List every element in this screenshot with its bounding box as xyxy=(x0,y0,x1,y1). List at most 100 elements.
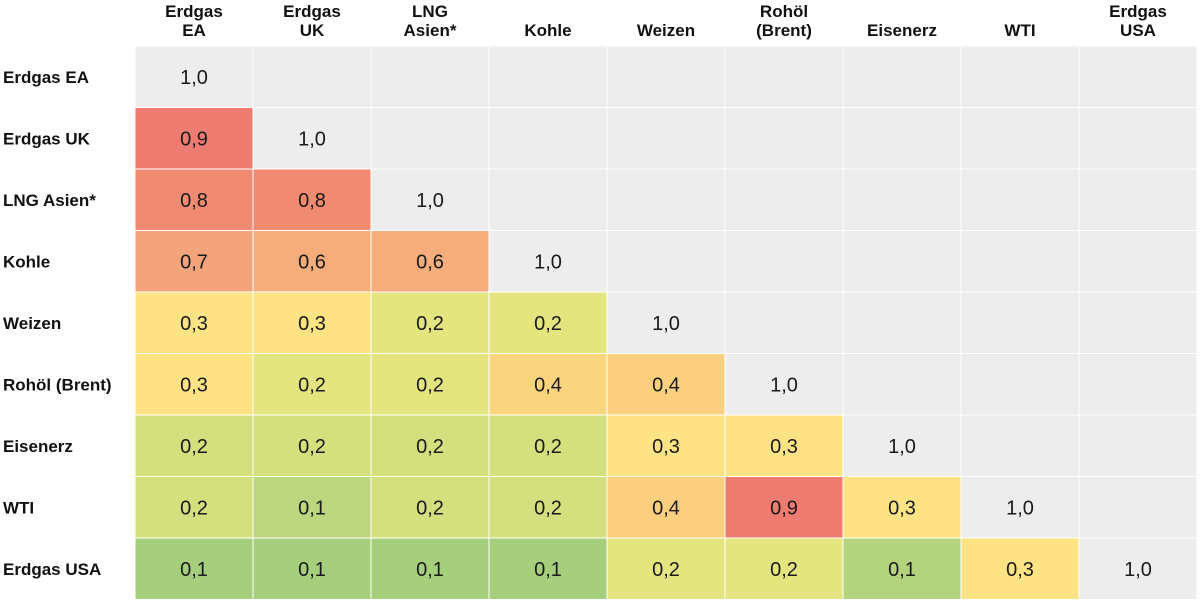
heatmap-cell xyxy=(843,169,961,230)
heatmap-cell xyxy=(961,169,1079,230)
cell-value-label: 0,9 xyxy=(770,497,798,519)
cell-value-label: 0,3 xyxy=(770,436,798,458)
heatmap-cell xyxy=(371,108,489,169)
column-label: Weizen xyxy=(637,21,695,40)
cell-value-label: 0,3 xyxy=(180,313,208,335)
row-label: LNG Asien* xyxy=(3,191,96,210)
heatmap-cell xyxy=(607,231,725,292)
cell-value-label: 1,0 xyxy=(416,190,444,212)
column-label: Erdgas EA xyxy=(165,2,223,40)
cell-value-label: 0,2 xyxy=(534,497,562,519)
heatmap-cell xyxy=(961,46,1079,107)
heatmap-cell xyxy=(843,46,961,107)
cell-value-label: 0,2 xyxy=(416,436,444,458)
heatmap-cell xyxy=(843,354,961,415)
heatmap-cell xyxy=(1079,354,1197,415)
heatmap-cell xyxy=(725,169,843,230)
heatmap-cell xyxy=(489,415,607,476)
cell-value-label: 0,2 xyxy=(298,436,326,458)
cell-value-label: 0,3 xyxy=(1006,559,1034,581)
cell-value-label: 0,1 xyxy=(298,497,326,519)
heatmap-cell xyxy=(607,538,725,599)
cell-value-label: 0,7 xyxy=(180,251,208,273)
heatmap-cell xyxy=(607,477,725,538)
row-label: Rohöl (Brent) xyxy=(3,375,112,394)
cell-value-label: 0,1 xyxy=(888,559,916,581)
heatmap-cell xyxy=(607,169,725,230)
column-label: Erdgas UK xyxy=(283,2,341,40)
heatmap-cell xyxy=(135,538,253,599)
column-label: LNG Asien* xyxy=(404,2,457,40)
heatmap-cell xyxy=(371,292,489,353)
cell-value-label: 0,1 xyxy=(416,559,444,581)
heatmap-cell xyxy=(961,477,1079,538)
heatmap-cell xyxy=(489,46,607,107)
cell-value-label: 0,2 xyxy=(416,313,444,335)
heatmap-cell xyxy=(135,292,253,353)
heatmap-cell xyxy=(725,108,843,169)
heatmap-cell xyxy=(607,108,725,169)
heatmap-cell xyxy=(1079,477,1197,538)
cell-value-label: 0,6 xyxy=(298,251,326,273)
heatmap-cell xyxy=(961,231,1079,292)
heatmap-cell xyxy=(253,538,371,599)
heatmap-cell xyxy=(607,415,725,476)
heatmap-cell xyxy=(253,292,371,353)
heatmap-cell xyxy=(489,292,607,353)
cell-value-label: 0,2 xyxy=(298,374,326,396)
cell-value-label: 0,2 xyxy=(770,559,798,581)
heatmap-cell xyxy=(607,354,725,415)
cell-value-label: 0,2 xyxy=(534,313,562,335)
cell-value-label: 1,0 xyxy=(180,67,208,89)
cell-value-label: 0,2 xyxy=(652,559,680,581)
heatmap-cell xyxy=(371,354,489,415)
row-label: Eisenerz xyxy=(3,437,73,456)
column-labels: Erdgas EA Erdgas UK LNG Asien* Kohle Weizen Rohö… xyxy=(165,2,1167,40)
cell-value-label: 1,0 xyxy=(534,251,562,273)
heatmap-cell xyxy=(371,477,489,538)
heatmap-cell xyxy=(489,231,607,292)
heatmap-cell xyxy=(725,231,843,292)
heatmap-cell xyxy=(253,354,371,415)
heatmap-cell xyxy=(135,108,253,169)
heatmap-cell xyxy=(253,231,371,292)
heatmap-cell xyxy=(725,415,843,476)
cell-value-label: 0,1 xyxy=(534,559,562,581)
column-label: WTI xyxy=(1004,21,1035,40)
heatmap-cell xyxy=(1079,292,1197,353)
cell-value-label: 1,0 xyxy=(298,128,326,150)
heatmap-cells: 1,0 0,9 1,0 0,8 0,8 1,0 0,7 0,6 0,6 1,0 0,3 0,3 0,2 0… xyxy=(135,46,1197,599)
cell-value-label: 0,2 xyxy=(534,436,562,458)
cell-value-label: 0,1 xyxy=(298,559,326,581)
cell-value-label: 0,3 xyxy=(180,374,208,396)
heatmap-cell xyxy=(1079,415,1197,476)
column-label: Rohöl (Brent) xyxy=(756,2,812,40)
heatmap-cell xyxy=(961,108,1079,169)
row-label: Erdgas USA xyxy=(3,560,101,579)
cell-value-label: 1,0 xyxy=(770,374,798,396)
cell-value-label: 1,0 xyxy=(888,436,916,458)
cell-value-label: 0,3 xyxy=(298,313,326,335)
heatmap-cell xyxy=(253,477,371,538)
heatmap-cell xyxy=(371,538,489,599)
heatmap-cell xyxy=(135,415,253,476)
cell-value-label: 0,3 xyxy=(888,497,916,519)
cell-value-label: 0,2 xyxy=(416,497,444,519)
row-label: Weizen xyxy=(3,314,61,333)
heatmap-cell xyxy=(489,354,607,415)
heatmap-cell xyxy=(607,292,725,353)
heatmap-cell xyxy=(1079,46,1197,107)
column-label: Kohle xyxy=(524,21,571,40)
heatmap-cell xyxy=(843,415,961,476)
cell-value-label: 0,6 xyxy=(416,251,444,273)
heatmap-cell xyxy=(489,538,607,599)
cell-value-label: 1,0 xyxy=(652,313,680,335)
heatmap-cell xyxy=(1079,108,1197,169)
heatmap-cell xyxy=(371,231,489,292)
heatmap-cell xyxy=(135,169,253,230)
heatmap-cell xyxy=(489,169,607,230)
heatmap-cell xyxy=(843,477,961,538)
heatmap-cell xyxy=(489,477,607,538)
cell-value-label: 0,2 xyxy=(416,374,444,396)
